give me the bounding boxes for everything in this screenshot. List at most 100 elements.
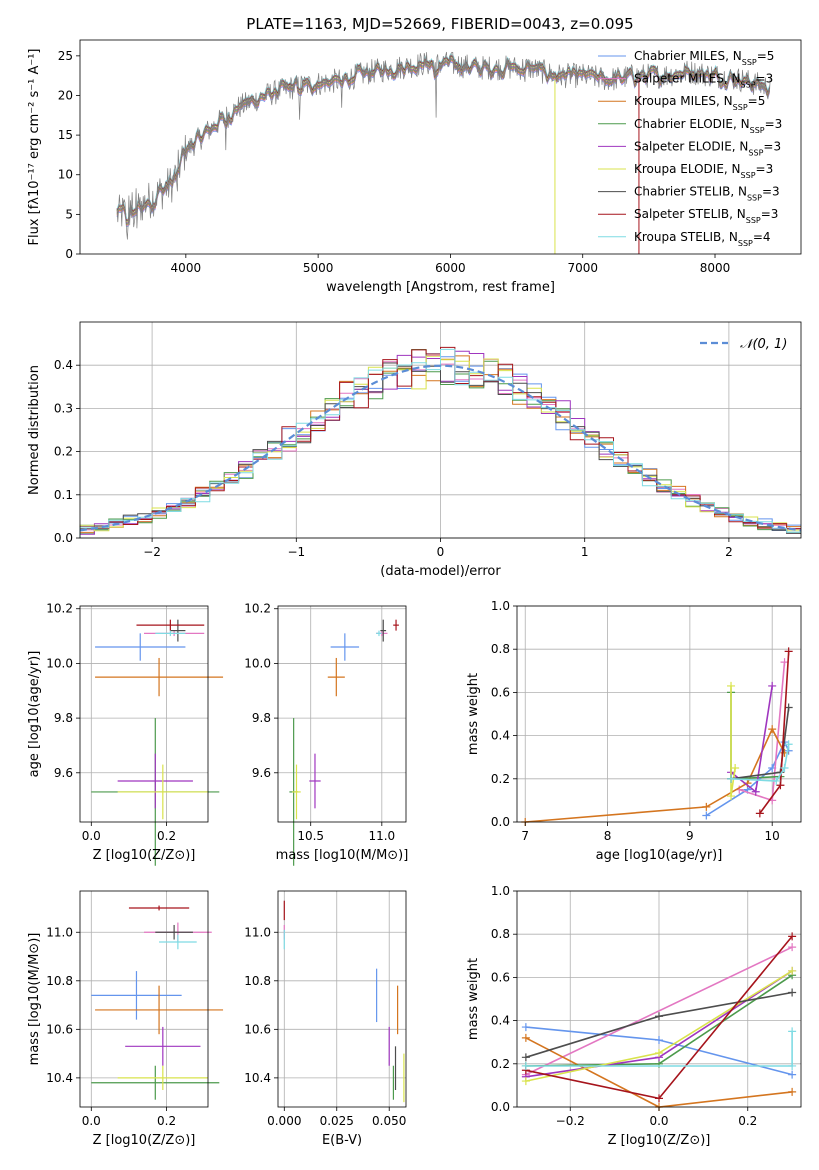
y-tick-label: 20 bbox=[58, 88, 73, 102]
weight-marker bbox=[788, 943, 797, 952]
x-tick-label: 0.0 bbox=[82, 829, 101, 843]
axes-frame bbox=[277, 890, 407, 1108]
content-residuals bbox=[79, 346, 802, 538]
y-tick-label: 0.8 bbox=[491, 927, 510, 941]
y-tick-label: 0.2 bbox=[491, 772, 510, 786]
legend-label: Salpeter MILES, NSSP=3 bbox=[634, 72, 773, 90]
y-tick-label: 10 bbox=[58, 168, 73, 182]
weight-marker bbox=[784, 740, 793, 749]
weight-marker bbox=[655, 1012, 663, 1021]
weight-marker bbox=[521, 1061, 530, 1070]
x-tick-label: −1 bbox=[287, 545, 305, 559]
x-tick-label: 1 bbox=[581, 545, 589, 559]
y-tick-label: 1.0 bbox=[491, 884, 510, 898]
normal-curve bbox=[79, 364, 802, 532]
y-tick-label: 0.6 bbox=[491, 970, 510, 984]
axes-frame bbox=[79, 890, 209, 1108]
y-tick-label: 0.0 bbox=[491, 1100, 510, 1114]
y-tick-label: 10.8 bbox=[244, 974, 271, 988]
weight-line bbox=[525, 946, 793, 1076]
y-tick-label: 0.4 bbox=[54, 358, 73, 372]
y-tick-label: 10.8 bbox=[46, 974, 73, 988]
x-tick-label: −0.2 bbox=[556, 1114, 585, 1128]
content-weight_vs_Z bbox=[521, 932, 797, 1111]
content-weight_vs_age bbox=[521, 647, 793, 826]
content-mass_vs_ebv bbox=[283, 900, 405, 1103]
weight-marker bbox=[521, 1053, 530, 1062]
weight-marker bbox=[784, 647, 793, 656]
y-tick-label: 0.3 bbox=[54, 401, 73, 415]
axes-age_vs_mass: 10.5 11.0 9.6 9.8 10.0 10.2 mass [log10(M/M⊙)] bbox=[244, 602, 408, 863]
legend-label: Chabrier ELODIE, NSSP=3 bbox=[634, 117, 782, 135]
axes-spectrum: 4000 5000 6000 7000 8000 0 5 10 15 20 25 wavelength… bbox=[27, 39, 802, 295]
weight-marker bbox=[768, 725, 777, 734]
legend-label: Kroupa STELIB, NSSP=4 bbox=[634, 230, 771, 248]
panel-weight_vs_Z: −0.2 0.0 0.2 0.0 0.2 0.4 0.6 0.8 1.0 Z [log10(Z/Z… bbox=[466, 884, 802, 1148]
y-tick-label: 9.8 bbox=[54, 711, 73, 725]
weight-marker bbox=[727, 681, 736, 690]
x-tick-label: 10 bbox=[765, 829, 780, 843]
axes-age_vs_Z: 0.0 0.2 9.6 9.8 10.0 10.2 Z [log10(Z/Z⊙)] age [… bbox=[27, 602, 209, 863]
y-tick-label: 11.0 bbox=[46, 925, 73, 939]
panel-residuals: −2 −1 0 1 2 0.0 0.1 0.2 0.3 0.4 (data-model)/error… bbox=[27, 321, 802, 579]
x-tick-label: 11.0 bbox=[368, 829, 395, 843]
y-tick-label: 0.0 bbox=[491, 815, 510, 829]
y-tick-label: 0.2 bbox=[54, 445, 73, 459]
axes-mass_vs_Z: 0.0 0.2 10.4 10.6 10.8 11.0 Z [log10(Z/Z⊙)] mas… bbox=[27, 890, 209, 1148]
legend-label: Kroupa MILES, NSSP=5 bbox=[634, 94, 765, 112]
x-axis-label: Z [log10(Z/Z⊙)] bbox=[93, 1133, 196, 1148]
x-tick-label: 0.000 bbox=[267, 1114, 301, 1128]
y-tick-label: 11.0 bbox=[244, 925, 271, 939]
legend-label: Chabrier MILES, NSSP=5 bbox=[634, 49, 774, 67]
weight-line bbox=[730, 744, 790, 782]
panel-weight_vs_age: 7 8 9 10 0.0 0.2 0.4 0.6 0.8 1.0 age [log10(age/yr… bbox=[466, 599, 802, 863]
y-tick-label: 10.4 bbox=[244, 1071, 271, 1085]
axes-frame bbox=[79, 39, 802, 255]
legend-label: 𝒩(0, 1) bbox=[740, 337, 787, 352]
weight-marker bbox=[655, 1094, 663, 1103]
axes-weight_vs_age: 7 8 9 10 0.0 0.2 0.4 0.6 0.8 1.0 age [log10(age/yr… bbox=[466, 599, 802, 863]
x-tick-label: 4000 bbox=[171, 261, 202, 275]
legend-residuals: 𝒩(0, 1) bbox=[700, 337, 787, 352]
x-tick-label: 2 bbox=[725, 545, 733, 559]
y-tick-label: 10.2 bbox=[46, 602, 73, 616]
axes-frame bbox=[79, 321, 802, 539]
x-tick-label: 0.050 bbox=[372, 1114, 406, 1128]
panel-spectrum: 4000 5000 6000 7000 8000 0 5 10 15 20 25 wavelength… bbox=[27, 39, 802, 295]
y-tick-label: 10.6 bbox=[46, 1022, 73, 1036]
weight-marker bbox=[755, 809, 764, 818]
y-tick-label: 0.1 bbox=[54, 488, 73, 502]
y-tick-label: 10.4 bbox=[46, 1071, 73, 1085]
y-tick-label: 0 bbox=[65, 247, 73, 261]
data-line bbox=[116, 51, 771, 240]
weight-marker bbox=[788, 1061, 797, 1070]
x-tick-label: 6000 bbox=[435, 261, 466, 275]
content-age_vs_Z bbox=[91, 619, 224, 866]
legend-label: Chabrier STELIB, NSSP=3 bbox=[634, 185, 780, 203]
y-tick-label: 5 bbox=[65, 207, 73, 221]
y-tick-label: 9.6 bbox=[252, 766, 271, 780]
x-axis-label: age [log10(age/yr)] bbox=[596, 848, 723, 863]
x-tick-label: 7 bbox=[521, 829, 529, 843]
y-axis-label: mass weight bbox=[466, 673, 481, 755]
weight-marker bbox=[772, 776, 781, 785]
legend-label: Salpeter STELIB, NSSP=3 bbox=[634, 207, 778, 225]
weight-marker bbox=[727, 792, 736, 801]
x-axis-label: Z [log10(Z/Z⊙)] bbox=[93, 848, 196, 863]
weight-marker bbox=[780, 764, 789, 772]
x-axis-label: Z [log10(Z/Z⊙)] bbox=[608, 1133, 711, 1148]
y-axis-label: mass [log10(M/M⊙)] bbox=[27, 933, 42, 1066]
y-tick-label: 0.4 bbox=[491, 729, 510, 743]
legend-label: Kroupa ELODIE, NSSP=3 bbox=[634, 162, 773, 180]
x-tick-label: −2 bbox=[143, 545, 161, 559]
x-axis-label: (data-model)/error bbox=[380, 564, 501, 579]
x-axis-label: mass [log10(M/M⊙)] bbox=[276, 848, 409, 863]
x-tick-label: 8000 bbox=[700, 261, 731, 275]
x-tick-label: 9 bbox=[686, 829, 694, 843]
x-tick-label: 10.5 bbox=[297, 829, 324, 843]
weight-marker bbox=[768, 681, 777, 690]
x-tick-label: 5000 bbox=[303, 261, 334, 275]
weight-marker bbox=[788, 1070, 797, 1079]
legend-label: Salpeter ELODIE, NSSP=3 bbox=[634, 139, 781, 157]
